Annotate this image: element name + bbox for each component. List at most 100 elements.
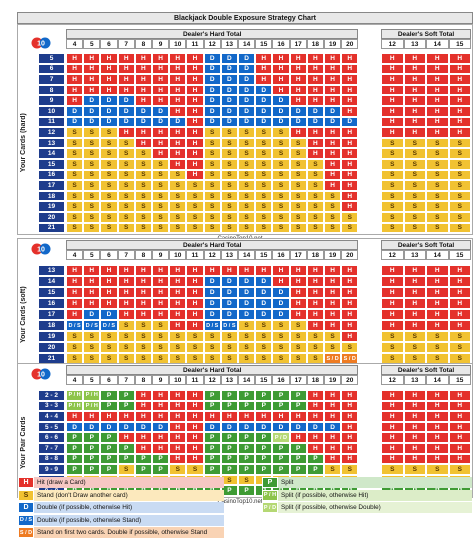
strategy-cell: S [186, 331, 204, 342]
strategy-cell: H [448, 390, 471, 401]
row-label: 3 - 3 [38, 400, 65, 412]
strategy-cell: P [220, 390, 238, 401]
strategy-cell: P [255, 432, 273, 443]
strategy-cell: S [100, 127, 118, 138]
strategy-cell: S [83, 127, 101, 138]
strategy-cell: H [134, 298, 152, 309]
strategy-cell: S [238, 331, 256, 342]
strategy-cell: H [381, 309, 404, 320]
strategy-cell: S [83, 137, 101, 149]
strategy-cell: H [134, 400, 152, 412]
strategy-cell: H [186, 411, 204, 422]
dealer-soft-col-header: 13 [403, 39, 426, 49]
strategy-cell: H [381, 411, 404, 422]
strategy-cell: H [341, 127, 359, 138]
strategy-cell: D [238, 298, 256, 309]
strategy-cell: S [272, 201, 290, 212]
strategy-cell: H [426, 320, 449, 331]
strategy-cell: D [100, 106, 118, 117]
strategy-cell: P [66, 432, 84, 443]
strategy-cell: H [100, 84, 118, 96]
strategy-cell: H [381, 265, 404, 276]
strategy-cell: H [117, 84, 135, 96]
strategy-cell: H [134, 265, 152, 276]
strategy-cell: S [272, 190, 290, 202]
strategy-cell: S [152, 201, 170, 212]
strategy-cell: H [426, 400, 449, 412]
strategy-cell: H [324, 53, 342, 64]
dealer-hard-col-header: 16 [272, 250, 290, 260]
row-label: 10 [38, 106, 65, 117]
dealer-soft-col-header: 15 [448, 39, 471, 49]
strategy-cell: S [289, 320, 307, 331]
strategy-cell: S [381, 464, 404, 475]
strategy-cell: P [238, 432, 256, 443]
strategy-cell: H [152, 276, 170, 287]
strategy-cell: D [220, 63, 238, 75]
strategy-cell: D [306, 421, 324, 433]
strategy-cell: P [238, 390, 256, 401]
strategy-cell: P [255, 464, 273, 475]
strategy-cell: H [134, 411, 152, 422]
strategy-cell: H [186, 390, 204, 401]
strategy-cell: H [448, 116, 471, 128]
strategy-cell: S [134, 169, 152, 181]
strategy-cell: P [306, 464, 324, 475]
strategy-cell: S [403, 212, 426, 223]
strategy-cell: H [66, 298, 84, 309]
strategy-cell: S [381, 222, 404, 234]
strategy-cell: H [152, 265, 170, 276]
strategy-cell: H [100, 411, 118, 422]
strategy-cell: D [306, 116, 324, 128]
strategy-cell: S [100, 169, 118, 181]
strategy-cell: D [255, 287, 273, 298]
dealer-soft-header: Dealer's Soft Total [381, 365, 471, 375]
strategy-cell: H [169, 159, 187, 170]
strategy-cell: D [100, 95, 118, 106]
strategy-cell: H [381, 127, 404, 138]
strategy-cell: H [306, 432, 324, 443]
strategy-cell: S [186, 180, 204, 191]
legend-text: Double (if possible, otherwise Hit) [34, 502, 224, 513]
strategy-cell: H [169, 443, 187, 454]
row-label: 8 - 8 [38, 453, 65, 465]
strategy-cell: P / H [66, 390, 84, 401]
strategy-cell: H [169, 390, 187, 401]
strategy-cell: P [100, 464, 118, 475]
strategy-cell: S [203, 148, 221, 159]
strategy-cell: S [272, 180, 290, 191]
strategy-cell: S [66, 148, 84, 159]
strategy-cell: P [66, 453, 84, 465]
strategy-cell: D [272, 116, 290, 128]
strategy-cell: D [100, 309, 118, 320]
strategy-cell: H [152, 400, 170, 412]
strategy-cell: S [426, 169, 449, 181]
strategy-cell: S [66, 201, 84, 212]
strategy-cell: P [220, 432, 238, 443]
strategy-cell: H [186, 432, 204, 443]
strategy-cell: H [426, 127, 449, 138]
strategy-cell: H [66, 53, 84, 64]
strategy-cell: H [403, 84, 426, 96]
strategy-cell: D [289, 106, 307, 117]
strategy-cell: H [100, 74, 118, 85]
strategy-cell: D [220, 53, 238, 64]
strategy-cell: H [100, 63, 118, 75]
strategy-cell: S [289, 190, 307, 202]
strategy-cell: H [289, 74, 307, 85]
strategy-cell: P [100, 432, 118, 443]
strategy-cell: H [324, 265, 342, 276]
strategy-cell: H [255, 53, 273, 64]
strategy-cell: H [152, 309, 170, 320]
strategy-cell: S [66, 342, 84, 353]
strategy-cell: H [117, 265, 135, 276]
strategy-cell: H [381, 421, 404, 433]
strategy-cell: H [186, 53, 204, 64]
strategy-cell: S [169, 464, 187, 475]
legend-swatch: H [18, 477, 34, 488]
strategy-cell: D [220, 276, 238, 287]
strategy-cell: H [341, 443, 359, 454]
dealer-hard-col-header: 5 [83, 39, 101, 49]
strategy-cell: H [381, 400, 404, 412]
strategy-cell: S [255, 331, 273, 342]
